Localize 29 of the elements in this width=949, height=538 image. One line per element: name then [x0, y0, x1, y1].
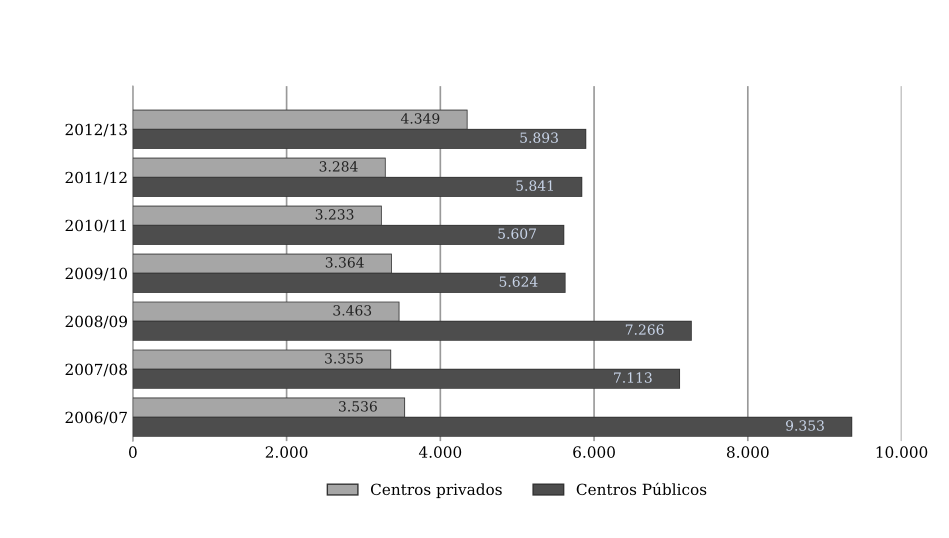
data-label: 7.113 — [614, 372, 652, 383]
data-label: 7.266 — [626, 324, 664, 335]
data-label: 5.893 — [520, 132, 558, 143]
y-tick-label: 2007/08 — [66, 364, 127, 376]
data-label: 5.607 — [498, 228, 536, 239]
y-tick-label: 2009/10 — [66, 268, 127, 280]
x-tick-label: 4.000 — [418, 446, 462, 458]
y-tick-label: 2008/09 — [66, 316, 127, 328]
data-label: 3.364 — [326, 257, 364, 268]
data-label: 3.233 — [316, 209, 354, 220]
y-tick-label: 2012/13 — [66, 124, 127, 136]
x-tick-label: 2.000 — [266, 446, 308, 458]
data-label: 4.349 — [400, 113, 440, 124]
x-tick-label: 6.000 — [573, 446, 615, 458]
legend-label: Centros privados — [370, 483, 502, 498]
data-label: 3.355 — [325, 353, 363, 364]
y-tick-label: 2011/12 — [66, 172, 126, 184]
legend-label: Centros Públicos — [576, 482, 706, 496]
data-label: 3.284 — [320, 161, 358, 172]
data-label: 5.624 — [500, 276, 538, 287]
data-label: 3.463 — [333, 305, 372, 316]
data-label: 9.353 — [786, 420, 824, 431]
data-label: 5.841 — [516, 180, 553, 191]
x-tick-label: 0 — [129, 446, 137, 458]
x-tick-label: 8.000 — [726, 446, 769, 458]
data-label: 3.536 — [339, 401, 377, 412]
y-tick-label: 2006/07 — [66, 412, 127, 424]
x-tick-label: 10.000 — [876, 446, 928, 458]
y-tick-label: 2010/11 — [66, 220, 126, 232]
